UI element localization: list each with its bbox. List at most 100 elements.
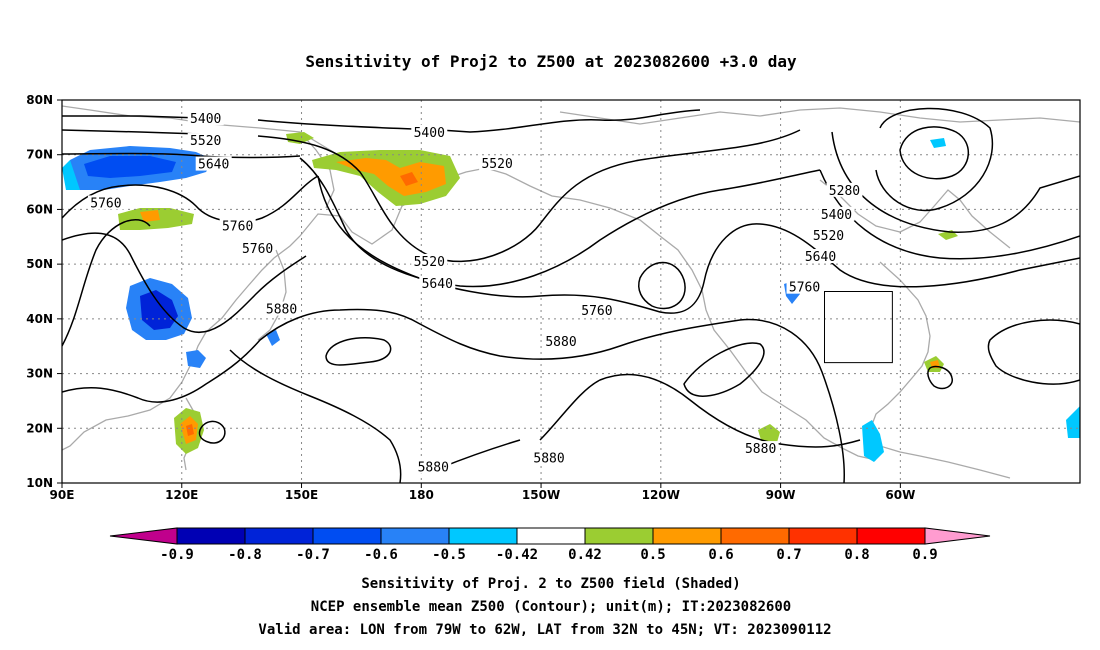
coast-hudson bbox=[819, 179, 1011, 249]
plot-frame bbox=[61, 99, 1081, 484]
contour-label-bg bbox=[479, 156, 516, 171]
lat-label: 40N bbox=[26, 312, 53, 326]
contour-5880-south-a bbox=[229, 349, 402, 483]
colorbar-swatch bbox=[176, 527, 246, 545]
contour-label-bg bbox=[263, 301, 300, 316]
contour-label: 5520 bbox=[813, 229, 844, 244]
contour-label: 5400 bbox=[190, 112, 221, 127]
contour-5880-main bbox=[62, 308, 846, 483]
colorbar-swatch bbox=[448, 527, 518, 545]
contour-5880-fl bbox=[927, 365, 953, 390]
lat-label: 10N bbox=[26, 476, 53, 490]
z500-contours bbox=[62, 107, 1080, 483]
contour-label: 5880 bbox=[418, 461, 449, 476]
contour-5880-south-b bbox=[439, 439, 521, 469]
contour-label: 5880 bbox=[533, 451, 564, 466]
colorbar-label: -0.5 bbox=[432, 547, 466, 563]
coast-us-east bbox=[869, 261, 1011, 479]
footer-line-1: Sensitivity of Proj. 2 to Z500 field (Sh… bbox=[361, 576, 740, 592]
colorbar-swatch bbox=[380, 527, 450, 545]
contour-5760-closed bbox=[638, 261, 686, 310]
contour-5400-east bbox=[875, 107, 994, 212]
contour-5760-west bbox=[62, 175, 319, 223]
patch-negative-atlantic bbox=[1066, 406, 1080, 438]
colorbar-swatch bbox=[312, 527, 382, 545]
patch-positive-bering-core bbox=[336, 158, 446, 196]
patch-negative-us bbox=[862, 420, 884, 462]
contour-label: 5880 bbox=[745, 442, 776, 457]
valid-area-box bbox=[824, 291, 893, 364]
contour-label-bg bbox=[826, 182, 863, 197]
contour-label-bg bbox=[219, 218, 256, 233]
lat-label: 20N bbox=[26, 421, 53, 435]
contour-label-bg bbox=[531, 450, 568, 465]
colorbar-swatch bbox=[788, 527, 858, 545]
contour-label: 5760 bbox=[789, 281, 820, 296]
colorbar-swatch bbox=[652, 527, 722, 545]
lon-label: 150E bbox=[285, 488, 318, 502]
patch-negative-japan bbox=[266, 330, 280, 346]
contour-label-bg bbox=[818, 206, 855, 221]
contour-5880-closed-a bbox=[325, 337, 392, 366]
colorbar-label: 0.6 bbox=[708, 547, 733, 563]
colorbar-swatch bbox=[720, 527, 790, 545]
contour-label: 5760 bbox=[242, 242, 273, 257]
lat-label: 30N bbox=[26, 367, 53, 381]
colorbar-swatch bbox=[244, 527, 314, 545]
lon-label: 90E bbox=[50, 488, 75, 502]
contour-5880-south-c bbox=[539, 373, 861, 448]
colorbar-label: -0.7 bbox=[296, 547, 330, 563]
contour-label-bg bbox=[810, 228, 847, 243]
contour-label: 5880 bbox=[545, 335, 576, 350]
patch-negative-baffin bbox=[930, 138, 946, 148]
contour-label-bg bbox=[87, 195, 124, 210]
map-title: Sensitivity of Proj2 to Z500 at 20230826… bbox=[305, 52, 797, 71]
contour-5880-typhoon bbox=[198, 420, 226, 444]
contour-labels: 5400 5520 5640 5760 5760 5760 5880 5400 5520 5640… bbox=[87, 111, 863, 476]
lon-label: 120E bbox=[165, 488, 198, 502]
patch-positive-okhotsk-core bbox=[140, 210, 160, 222]
contour-5400-mid bbox=[257, 109, 701, 133]
contour-label-bg bbox=[742, 441, 779, 456]
contour-label-bg bbox=[802, 249, 839, 264]
contour-5640-west bbox=[62, 152, 301, 159]
colorbar: -0.9 -0.8 -0.7 -0.6 -0.5 -0.42 0.42 0.5 0.6 0.7 0.… bbox=[109, 527, 991, 563]
colorbar-label: -0.6 bbox=[364, 547, 398, 563]
contour-5520-west bbox=[62, 129, 201, 135]
contour-label: 5760 bbox=[581, 304, 612, 319]
lon-label: 90W bbox=[766, 488, 796, 502]
colorbar-swatch bbox=[516, 527, 586, 545]
patch-positive-philippines-hot bbox=[186, 424, 194, 436]
contour-5760-loop-w bbox=[62, 219, 151, 347]
contour-label-bg bbox=[187, 111, 224, 126]
contour-5760-mid bbox=[317, 175, 1080, 314]
colorbar-label: -0.8 bbox=[228, 547, 262, 563]
colorbar-swatch bbox=[584, 527, 654, 545]
lat-label: 50N bbox=[26, 257, 53, 271]
contour-label-bg bbox=[187, 133, 224, 148]
colorbar-label: 0.42 bbox=[568, 547, 602, 563]
contour-label: 5880 bbox=[266, 303, 297, 318]
colorbar-label: 0.8 bbox=[844, 547, 869, 563]
lat-label: 80N bbox=[26, 93, 53, 107]
footer-line-3: Valid area: LON from 79W to 62W, LAT fro… bbox=[258, 622, 831, 638]
lat-label: 70N bbox=[26, 148, 53, 162]
patch-negative-china-core bbox=[140, 290, 178, 330]
contour-label: 5640 bbox=[422, 277, 453, 292]
contour-5400-west bbox=[62, 115, 201, 119]
contour-label-bg bbox=[786, 279, 823, 294]
coast-asia bbox=[62, 105, 403, 451]
contour-label-bg bbox=[195, 156, 232, 171]
patch-negative-arctic-core bbox=[84, 156, 176, 178]
colorbar-label: -0.9 bbox=[160, 547, 194, 563]
contour-label: 5400 bbox=[821, 208, 852, 223]
contour-label: 5640 bbox=[198, 158, 229, 173]
grid-lines bbox=[62, 100, 1080, 483]
longitude-axis: 90E 120E 150E 180 150W 120W 90W 60W bbox=[50, 483, 915, 502]
contour-5880-atlantic bbox=[987, 319, 1080, 385]
colorbar-arrow-left bbox=[109, 527, 178, 545]
contour-5640-mid bbox=[299, 157, 821, 288]
lon-label: 60W bbox=[885, 488, 915, 502]
patch-negative-arctic-edge bbox=[62, 160, 80, 190]
lon-label: 180 bbox=[409, 488, 434, 502]
